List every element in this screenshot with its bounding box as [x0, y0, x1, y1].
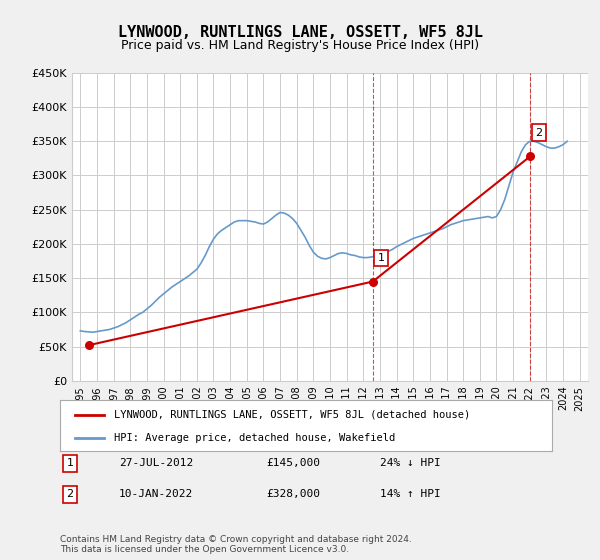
Text: 27-JUL-2012: 27-JUL-2012 — [119, 459, 193, 468]
Text: LYNWOOD, RUNTLINGS LANE, OSSETT, WF5 8JL (detached house): LYNWOOD, RUNTLINGS LANE, OSSETT, WF5 8JL… — [114, 409, 470, 419]
Point — [84, 340, 94, 349]
Text: 1: 1 — [67, 459, 73, 468]
Text: Contains HM Land Registry data © Crown copyright and database right 2024.
This d: Contains HM Land Registry data © Crown c… — [60, 535, 412, 554]
Text: 2: 2 — [535, 128, 542, 138]
Text: HPI: Average price, detached house, Wakefield: HPI: Average price, detached house, Wake… — [114, 433, 395, 443]
Text: £328,000: £328,000 — [266, 489, 320, 499]
Text: 1: 1 — [378, 253, 385, 263]
Text: 10-JAN-2022: 10-JAN-2022 — [119, 489, 193, 499]
Point — [526, 152, 535, 161]
Text: 24% ↓ HPI: 24% ↓ HPI — [380, 459, 440, 468]
Text: £145,000: £145,000 — [266, 459, 320, 468]
Text: 2: 2 — [66, 489, 73, 499]
Point — [368, 277, 377, 286]
Text: LYNWOOD, RUNTLINGS LANE, OSSETT, WF5 8JL: LYNWOOD, RUNTLINGS LANE, OSSETT, WF5 8JL — [118, 25, 482, 40]
Text: 14% ↑ HPI: 14% ↑ HPI — [380, 489, 440, 499]
Text: Price paid vs. HM Land Registry's House Price Index (HPI): Price paid vs. HM Land Registry's House … — [121, 39, 479, 52]
